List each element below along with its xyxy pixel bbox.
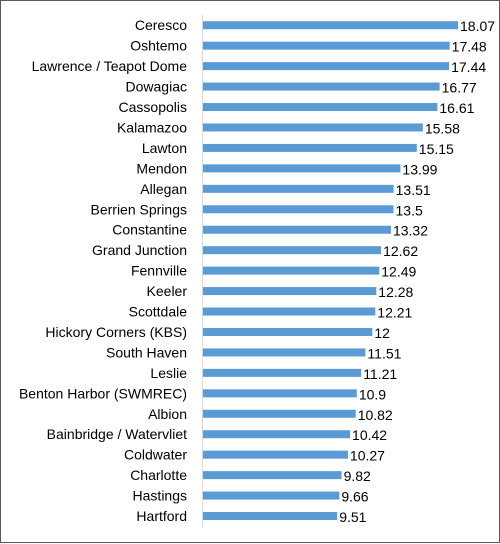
category-label-oshtemo: Oshtemo [130,38,187,54]
value-label-charlotte: 9.82 [344,468,371,484]
bar-bainbridge-watervliet [203,430,351,439]
value-label-fennville: 12.49 [381,264,416,280]
value-label-lawton: 15.15 [419,141,454,157]
category-label-mendon: Mendon [136,160,187,176]
bar-dowagiac [203,82,440,91]
bar-lawrence-teapot-dome [203,62,450,71]
value-label-berrien-springs: 13.5 [396,202,423,218]
value-label-kalamazoo: 15.58 [425,120,460,136]
category-label-albion: Albion [148,406,187,422]
bar-grand-junction [203,246,382,255]
bar-scottdale [203,307,376,316]
bar-ceresco [203,21,458,30]
value-label-coldwater: 10.27 [350,448,385,464]
category-label-fennville: Fennville [131,263,187,279]
category-label-cassopolis: Cassopolis [119,99,187,115]
value-label-benton-harbor-swmrec: 10.9 [359,386,386,402]
bar-keeler [203,287,377,296]
value-label-lawrence-teapot-dome: 17.44 [451,59,486,75]
category-label-lawton: Lawton [142,140,187,156]
bar-berrien-springs [203,205,394,214]
category-label-benton-harbor-swmrec: Benton Harbor (SWMREC) [19,385,187,401]
category-label-leslie: Leslie [150,365,187,381]
value-label-mendon: 13.99 [402,161,437,177]
value-label-hartford: 9.51 [339,509,366,525]
category-label-hastings: Hastings [133,488,187,504]
bar-mendon [203,164,401,173]
bar-charlotte [203,471,342,480]
bar-south-haven [203,348,366,357]
category-label-keeler: Keeler [147,283,188,299]
category-label-grand-junction: Grand Junction [92,242,187,258]
category-label-dowagiac: Dowagiac [126,79,187,95]
bar-hartford [203,512,338,521]
bar-albion [203,409,356,418]
category-label-kalamazoo: Kalamazoo [117,119,187,135]
category-label-berrien-springs: Berrien Springs [91,201,188,217]
value-label-allegan: 13.51 [396,182,431,198]
value-label-hastings: 9.66 [341,489,368,505]
category-label-allegan: Allegan [140,181,187,197]
value-label-oshtemo: 17.48 [452,39,487,55]
value-label-keeler: 12.28 [378,284,413,300]
bar-kalamazoo [203,123,423,132]
bar-constantine [203,225,391,234]
value-label-hickory-corners-kbs: 12 [374,325,390,341]
bar-oshtemo [203,41,450,50]
bar-leslie [203,368,362,377]
category-label-charlotte: Charlotte [130,467,187,483]
value-label-bainbridge-watervliet: 10.42 [352,427,387,443]
category-label-hickory-corners-kbs: Hickory Corners (KBS) [45,324,187,340]
bar-cassopolis [203,103,438,112]
value-label-scottdale: 12.21 [377,305,412,321]
bar-lawton [203,143,417,152]
bar-benton-harbor-swmrec [203,389,357,398]
value-labels: 18.07 17.48 17.44 16.77 16.61 15.58 15.15 13.99… [339,18,495,525]
category-label-bainbridge-watervliet: Bainbridge / Watervliet [47,426,187,442]
value-label-grand-junction: 12.62 [383,243,418,259]
value-label-albion: 10.82 [358,407,393,423]
bars [203,21,458,521]
value-label-south-haven: 11.51 [367,345,401,361]
category-labels: Ceresco Oshtemo Lawrence / Teapot Dome Dowa… [19,17,187,524]
bar-hickory-corners-kbs [203,327,373,336]
category-label-south-haven: South Haven [106,344,187,360]
category-label-ceresco: Ceresco [135,17,187,33]
bar-allegan [203,184,394,193]
value-label-cassopolis: 16.61 [439,100,474,116]
value-label-leslie: 11.21 [363,366,397,382]
value-label-ceresco: 18.07 [460,18,495,34]
category-label-scottdale: Scottdale [129,304,188,320]
category-label-hartford: Hartford [136,508,187,524]
category-label-lawrence-teapot-dome: Lawrence / Teapot Dome [32,58,188,74]
value-label-dowagiac: 16.77 [442,80,477,96]
value-label-constantine: 13.32 [393,223,428,239]
bar-coldwater [203,450,348,459]
bar-hastings [203,491,340,500]
category-label-coldwater: Coldwater [124,447,187,463]
bar-fennville [203,266,380,275]
category-label-constantine: Constantine [112,222,187,238]
